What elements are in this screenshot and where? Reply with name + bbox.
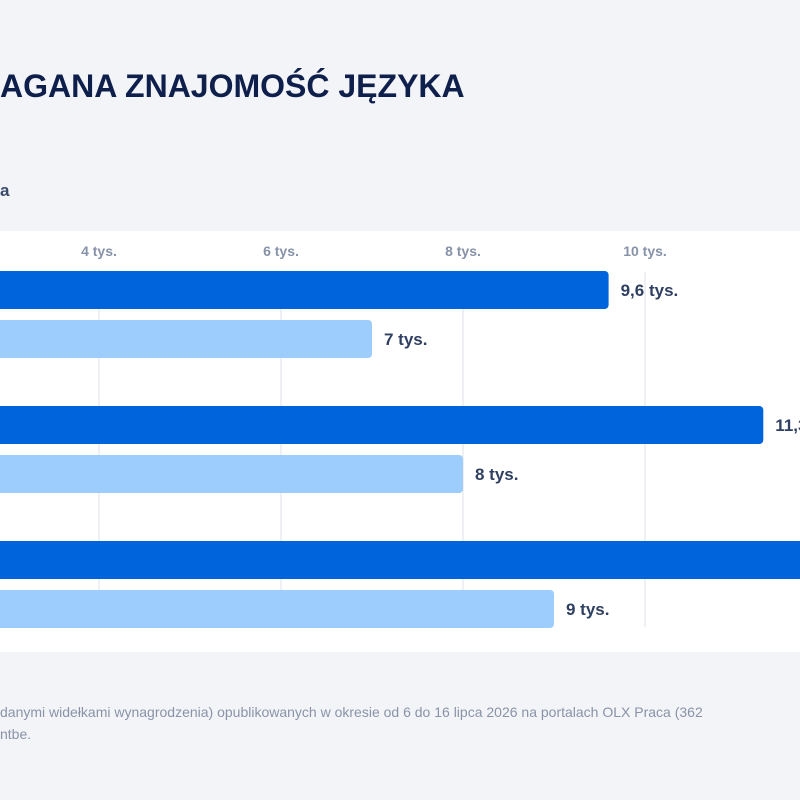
- x-tick-label: 8 tys.: [445, 243, 481, 259]
- chart-subtitle: a: [0, 181, 10, 200]
- x-tick-label: 4 tys.: [81, 243, 117, 259]
- bar: [0, 590, 554, 628]
- bar: [0, 320, 372, 358]
- footnote: danymi widełkami wynagrodzenia) opubliko…: [0, 701, 760, 745]
- bar: [0, 406, 764, 444]
- bar-chart: 4 tys. 6 tys. 8 tys. 10 tys. 9,6 tys. 7 tys. 1…: [0, 243, 800, 628]
- data-label: 9 tys.: [566, 600, 609, 619]
- chart-title: AGANA ZNAJOMOŚĆ JĘZYKA: [0, 68, 465, 104]
- x-tick-label: 6 tys.: [263, 243, 299, 259]
- x-tick-label: 10 tys.: [623, 243, 667, 259]
- footnote-line-2: ntbe.: [0, 726, 32, 742]
- bar: [0, 271, 609, 309]
- data-label: 7 tys.: [384, 330, 427, 349]
- bar: [0, 455, 463, 493]
- bar: [0, 541, 800, 579]
- data-label: 8 tys.: [475, 465, 518, 484]
- footnote-line-1: danymi widełkami wynagrodzenia) opubliko…: [0, 704, 703, 720]
- data-label: 9,6 tys.: [621, 281, 679, 300]
- data-label: 11,3: [775, 416, 800, 435]
- chart-panel: 4 tys. 6 tys. 8 tys. 10 tys. 9,6 tys. 7 tys. 1…: [0, 231, 800, 652]
